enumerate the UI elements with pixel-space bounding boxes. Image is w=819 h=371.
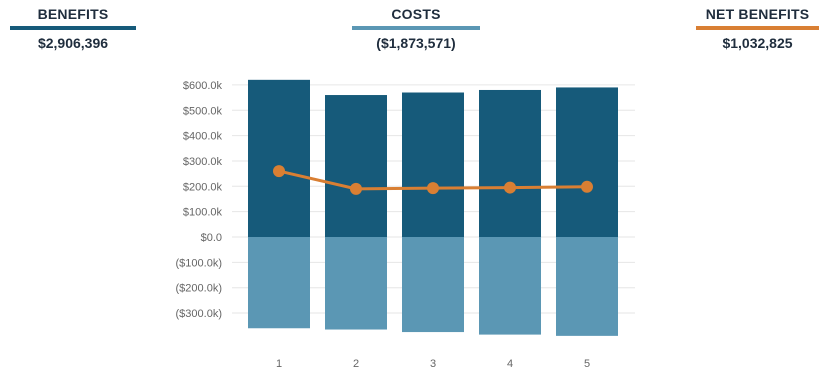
x-tick-label: 3 — [430, 358, 436, 370]
y-tick-label: ($200.0k) — [176, 283, 222, 295]
y-tick-label: ($100.0k) — [176, 257, 222, 269]
net-benefits-point — [427, 182, 439, 195]
x-tick-label: 1 — [276, 358, 282, 370]
y-tick-label: $500.0k — [183, 105, 223, 117]
cost-bar — [248, 237, 310, 329]
net-benefits-point — [581, 180, 593, 193]
kpi-costs-value: ($1,873,571) — [376, 35, 456, 51]
benefit-bar — [248, 79, 310, 237]
cost-bar — [556, 237, 618, 336]
kpi-costs: COSTS ($1,873,571) — [352, 6, 480, 51]
kpi-benefits-label: BENEFITS — [37, 6, 109, 22]
net-benefits-point — [350, 182, 362, 195]
y-tick-label: $0.0 — [201, 232, 222, 244]
y-tick-label: $600.0k — [183, 80, 223, 92]
kpi-costs-underline — [352, 26, 480, 30]
x-tick-label: 4 — [507, 358, 513, 370]
kpi-net-benefits-underline — [696, 26, 819, 30]
kpi-benefits: BENEFITS $2,906,396 — [10, 6, 136, 51]
y-tick-label: ($300.0k) — [176, 308, 222, 320]
kpi-net-benefits-value: $1,032,825 — [722, 35, 793, 51]
net-benefits-point — [504, 181, 516, 194]
chart-axes: $600.0k $500.0k $400.0k $300.0k $200.0k $100.… — [176, 80, 591, 370]
kpi-benefits-value: $2,906,396 — [37, 35, 109, 51]
x-tick-label: 5 — [584, 358, 590, 370]
chart-bars — [248, 79, 618, 336]
y-tick-label: $300.0k — [183, 156, 223, 168]
benefit-bar — [556, 87, 618, 237]
net-benefits-line — [273, 165, 593, 195]
net-benefits-point — [273, 165, 285, 178]
kpi-net-benefits-label: NET BENEFITS — [705, 6, 810, 22]
benefit-bar — [479, 89, 541, 237]
cost-bar — [325, 237, 387, 330]
benefit-bar — [325, 95, 387, 237]
kpi-benefits-underline — [10, 26, 136, 30]
benefit-bar — [402, 92, 464, 237]
cost-bar — [479, 237, 541, 335]
x-tick-label: 2 — [353, 358, 359, 370]
y-tick-label: $400.0k — [183, 131, 223, 143]
y-tick-label: $200.0k — [183, 181, 223, 193]
kpi-costs-label: COSTS — [391, 6, 441, 22]
kpi-net-benefits: NET BENEFITS $1,032,825 — [696, 6, 819, 51]
cost-bar — [402, 237, 464, 333]
y-tick-label: $100.0k — [183, 207, 223, 219]
